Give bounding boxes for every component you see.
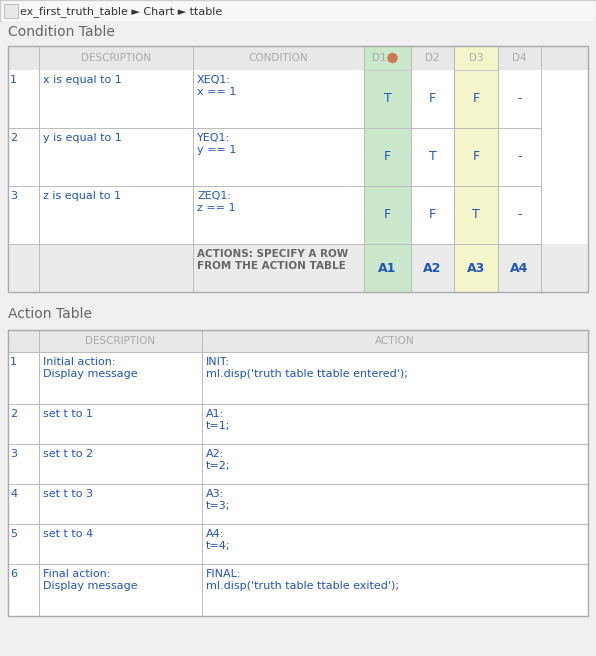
Text: z is equal to 1: z is equal to 1 <box>43 191 121 201</box>
Bar <box>8 70 588 128</box>
Text: -: - <box>517 92 522 106</box>
Text: 5: 5 <box>10 529 17 539</box>
Text: -: - <box>517 150 522 163</box>
Text: set t to 2: set t to 2 <box>43 449 93 459</box>
Text: F: F <box>429 209 436 222</box>
Text: A4: A4 <box>510 262 529 274</box>
Text: A2: A2 <box>423 262 442 274</box>
Bar <box>364 70 411 128</box>
Bar <box>8 46 588 292</box>
Text: F: F <box>384 150 391 163</box>
Text: Initial action:
Display message: Initial action: Display message <box>43 357 138 379</box>
Text: 4: 4 <box>10 489 17 499</box>
Text: 3: 3 <box>10 191 17 201</box>
Bar <box>8 524 588 564</box>
Bar <box>454 70 498 128</box>
Text: XEQ1:
x == 1: XEQ1: x == 1 <box>197 75 237 96</box>
Text: set t to 3: set t to 3 <box>43 489 93 499</box>
Text: FINAL:
ml.disp('truth table ttable exited');: FINAL: ml.disp('truth table ttable exite… <box>206 569 399 590</box>
Bar <box>8 186 588 244</box>
Text: Condition Table: Condition Table <box>8 25 115 39</box>
Bar <box>0 22 596 46</box>
Bar <box>454 128 498 186</box>
Circle shape <box>388 54 397 62</box>
Text: A4:
t=4;: A4: t=4; <box>206 529 231 550</box>
Text: -: - <box>517 209 522 222</box>
Text: T: T <box>472 209 480 222</box>
Text: D2: D2 <box>425 53 440 63</box>
Text: A1:
t=1;: A1: t=1; <box>206 409 231 430</box>
Text: A3:
t=3;: A3: t=3; <box>206 489 231 510</box>
Bar <box>454 244 498 292</box>
Text: A3: A3 <box>467 262 485 274</box>
Bar <box>0 304 596 330</box>
Text: A1: A1 <box>378 262 397 274</box>
Text: ACTIONS: SPECIFY A ROW
FROM THE ACTION TABLE: ACTIONS: SPECIFY A ROW FROM THE ACTION T… <box>197 249 348 270</box>
Text: 6: 6 <box>10 569 17 579</box>
Text: 1: 1 <box>10 357 17 367</box>
Text: 1: 1 <box>10 75 17 85</box>
Text: ACTION: ACTION <box>375 336 415 346</box>
Text: set t to 1: set t to 1 <box>43 409 93 419</box>
Text: Action Table: Action Table <box>8 307 92 321</box>
Text: set t to 4: set t to 4 <box>43 529 93 539</box>
Text: T: T <box>429 150 436 163</box>
Text: INIT:
ml.disp('truth table ttable entered');: INIT: ml.disp('truth table ttable entere… <box>206 357 408 379</box>
Text: 3: 3 <box>10 449 17 459</box>
Text: D3: D3 <box>468 53 483 63</box>
Bar <box>8 404 588 444</box>
Bar <box>8 484 588 524</box>
Bar <box>454 46 498 70</box>
Text: DESCRIPTION: DESCRIPTION <box>85 336 156 346</box>
Text: D1: D1 <box>372 53 387 63</box>
Bar <box>8 330 588 352</box>
Text: y is equal to 1: y is equal to 1 <box>43 133 122 143</box>
Text: CONDITION: CONDITION <box>249 53 308 63</box>
Bar <box>364 244 411 292</box>
Text: ex_first_truth_table ► Chart ► ttable: ex_first_truth_table ► Chart ► ttable <box>20 6 222 17</box>
Text: A2:
t=2;: A2: t=2; <box>206 449 231 470</box>
Text: D4: D4 <box>512 53 527 63</box>
Bar <box>454 186 498 244</box>
Text: YEQ1:
y == 1: YEQ1: y == 1 <box>197 133 237 155</box>
Text: x is equal to 1: x is equal to 1 <box>43 75 122 85</box>
Bar <box>8 244 588 292</box>
Text: Final action:
Display message: Final action: Display message <box>43 569 138 590</box>
Text: F: F <box>384 209 391 222</box>
Bar <box>364 186 411 244</box>
Bar <box>8 564 588 616</box>
Text: T: T <box>384 92 392 106</box>
Text: F: F <box>473 150 480 163</box>
Bar <box>8 352 588 404</box>
Bar <box>8 128 588 186</box>
Bar <box>8 330 588 616</box>
Bar <box>8 46 588 70</box>
Text: 2: 2 <box>10 409 17 419</box>
Bar <box>0 0 596 22</box>
Bar <box>364 128 411 186</box>
Bar <box>364 46 411 70</box>
Text: ZEQ1:
z == 1: ZEQ1: z == 1 <box>197 191 235 213</box>
Bar <box>8 444 588 484</box>
Bar <box>4 4 18 18</box>
Text: F: F <box>473 92 480 106</box>
Text: DESCRIPTION: DESCRIPTION <box>81 53 151 63</box>
Text: F: F <box>429 92 436 106</box>
Text: 2: 2 <box>10 133 17 143</box>
